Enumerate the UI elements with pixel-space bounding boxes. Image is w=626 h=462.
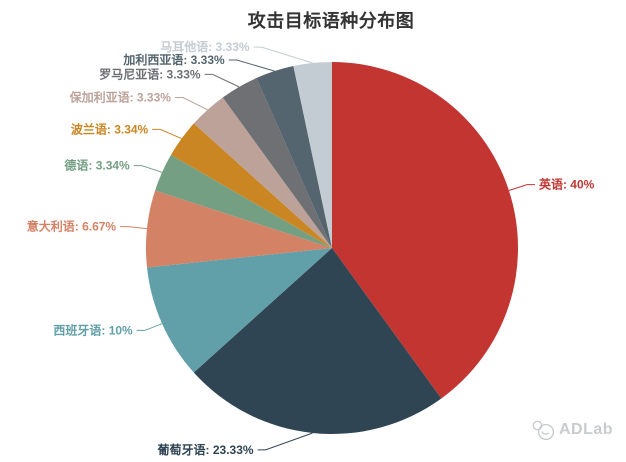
slice-label-2: 西班牙语: 10% — [53, 322, 133, 337]
slice-label-1: 葡萄牙语: 23.33% — [157, 442, 254, 457]
pie-slice-5[interactable] — [170, 123, 332, 248]
label-leader-line-0 — [508, 184, 535, 191]
label-leader-line-3 — [120, 226, 148, 230]
slice-label-3: 意大利语: 6.67% — [27, 219, 117, 234]
watermark-brand: ADLab — [559, 421, 614, 438]
pie-slice-0[interactable] — [332, 62, 519, 399]
pie-slice-2[interactable] — [147, 248, 332, 373]
label-leader-line-2 — [136, 323, 163, 331]
slice-label-0: 英语: 40% — [539, 177, 595, 192]
slice-label-9: 马耳他语: 3.33% — [160, 39, 250, 54]
slice-label-4: 德语: 3.34% — [64, 158, 130, 173]
label-leader-line-6 — [174, 97, 208, 111]
slice-label-8: 加利西亚语: 3.33% — [122, 52, 225, 67]
label-leader-line-7 — [204, 73, 240, 88]
pie-slice-6[interactable] — [193, 97, 332, 248]
pie-slice-8[interactable] — [256, 66, 332, 248]
label-leader-line-8 — [228, 59, 275, 72]
chart-title: 攻击目标语种分布图 — [247, 11, 415, 31]
pie-slice-7[interactable] — [222, 78, 332, 248]
adlab-logo-icon — [532, 420, 555, 441]
pie-slice-3[interactable] — [145, 190, 332, 268]
watermark: ADLab — [530, 417, 613, 443]
pie-slice-4[interactable] — [155, 154, 332, 248]
label-leader-line-5 — [152, 128, 182, 140]
slice-label-7: 罗马尼亚语: 3.33% — [99, 66, 201, 81]
label-leader-line-4 — [133, 165, 163, 173]
slice-label-6: 保加利亚语: 3.33% — [69, 90, 172, 105]
label-leader-line-9 — [253, 46, 313, 64]
pie-slice-9[interactable] — [293, 62, 332, 248]
label-leader-line-1 — [257, 432, 313, 451]
pie-slice-1[interactable] — [193, 248, 442, 435]
slice-label-5: 波兰语: 3.34% — [71, 121, 149, 136]
